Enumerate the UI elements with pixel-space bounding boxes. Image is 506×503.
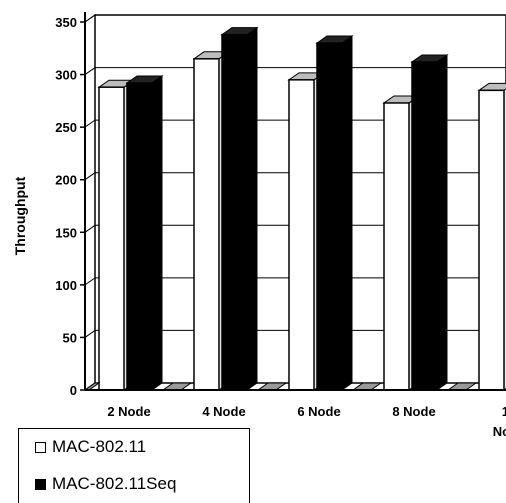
- legend-label: MAC-802.11Seq: [52, 474, 177, 493]
- legend-label: MAC-802.11: [52, 437, 147, 456]
- y-tick-label: 100: [55, 278, 77, 293]
- gridline-diag: [84, 67, 96, 75]
- legend-item-mac-802-11: MAC-802.11: [35, 437, 146, 457]
- gridline-diag: [84, 172, 96, 181]
- gridline-diag: [84, 330, 96, 338]
- bar-top: [477, 82, 506, 91]
- y-tick-label: 300: [55, 68, 77, 83]
- bar: [221, 33, 248, 391]
- bar: [98, 86, 125, 391]
- y-tick-label: 200: [55, 173, 77, 188]
- bar: [383, 102, 410, 391]
- legend-swatch-white: [35, 441, 46, 453]
- y-tick-label: 350: [55, 15, 77, 30]
- bar-side: [151, 75, 163, 391]
- x-tick-label: 13: [502, 404, 506, 419]
- bar: [126, 82, 153, 391]
- gridline-diag: [84, 224, 96, 233]
- y-tick-label: 250: [55, 120, 77, 135]
- y-tick-label: 0: [70, 383, 77, 398]
- bar: [288, 79, 315, 391]
- x-tick-label: Node: [493, 424, 506, 439]
- legend: MAC-802.11 MAC-802.11Seq: [18, 428, 250, 503]
- x-tick-label: 6 Node: [297, 404, 340, 419]
- x-tick-label: 2 Node: [107, 404, 150, 419]
- y-tick-label: 50: [63, 330, 77, 345]
- bar-side: [246, 26, 258, 391]
- gridline-diag: [84, 119, 96, 128]
- gridline-diag: [84, 14, 96, 23]
- x-tick-label: 8 Node: [392, 404, 435, 419]
- bar: [316, 42, 343, 391]
- y-axis-label: Throughput: [12, 176, 28, 255]
- legend-swatch-black: [35, 478, 46, 490]
- x-tick-label: 4 Node: [202, 404, 245, 419]
- bar-side: [341, 35, 353, 391]
- bar-side: [436, 53, 448, 391]
- gridline-diag: [84, 277, 96, 286]
- bar: [478, 89, 505, 391]
- bar: [193, 58, 220, 391]
- y-tick-label: 150: [55, 225, 77, 240]
- bar: [411, 61, 438, 391]
- legend-item-mac-802-11seq: MAC-802.11Seq: [35, 474, 176, 494]
